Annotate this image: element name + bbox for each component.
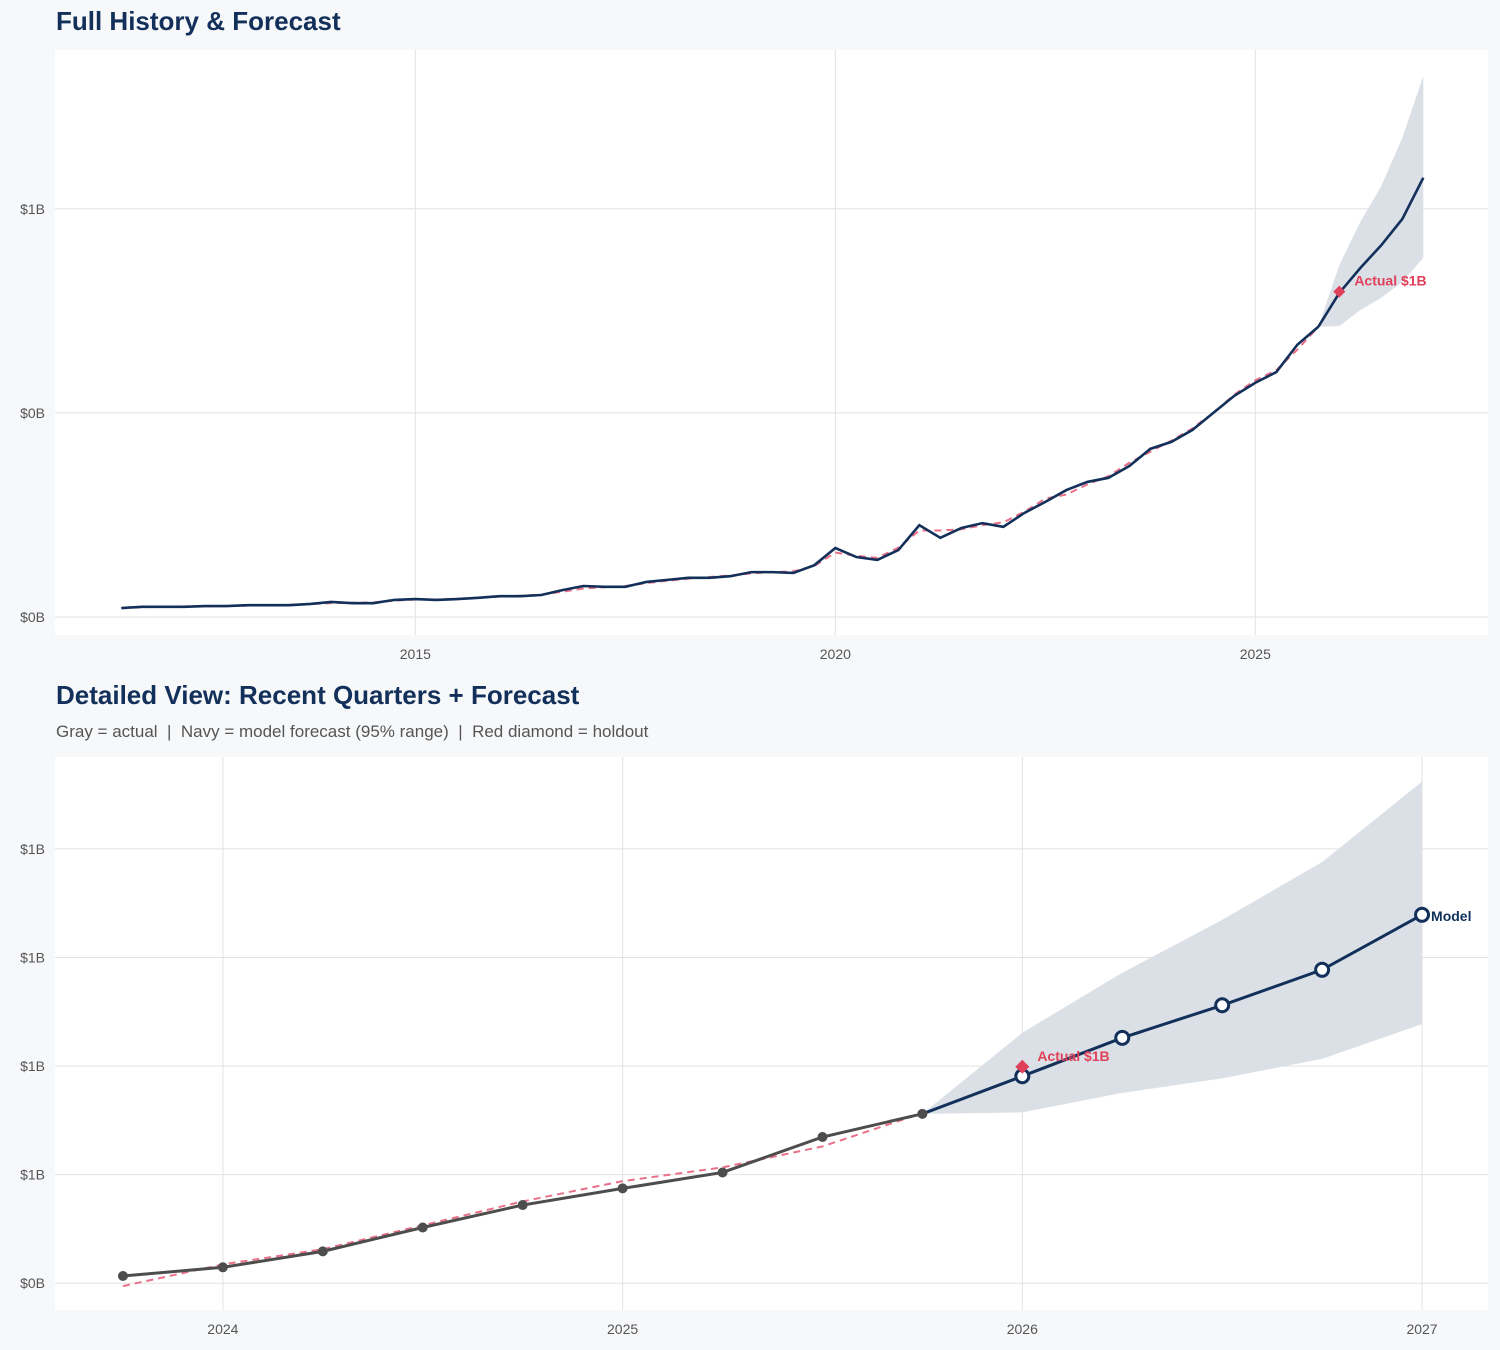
actual-point — [617, 1183, 628, 1194]
bottom-x-tick-label: 2027 — [1406, 1321, 1437, 1337]
bottom-holdout-label: Actual $1B — [1037, 1048, 1109, 1064]
actual-point — [217, 1262, 228, 1273]
top-actual-line — [121, 325, 1320, 610]
bottom-x-tick-label: 2026 — [1007, 1321, 1038, 1337]
actual-point — [917, 1108, 928, 1119]
top-holdout-label: Actual $1B — [1354, 273, 1426, 289]
top-x-tick-label: 2015 — [400, 646, 431, 662]
actual-point — [517, 1200, 528, 1211]
actual-point — [317, 1246, 328, 1257]
model-end-label: Model — [1431, 908, 1471, 924]
bottom-x-tick-label: 2024 — [207, 1321, 238, 1337]
top-fitted-line — [121, 326, 1320, 610]
bottom-y-tick-label: $1B — [20, 841, 45, 857]
top-y-tick-label: $0B — [20, 405, 45, 421]
top-y-tick-label: $0B — [20, 609, 45, 625]
bottom-forecast-interval-band — [922, 781, 1423, 1114]
bottom-y-tick-label: $1B — [20, 1058, 45, 1074]
bottom-chart-subtitle: Gray = actual | Navy = model forecast (9… — [56, 722, 649, 741]
forecast-point — [1414, 906, 1431, 923]
actual-point — [417, 1222, 428, 1233]
top-forecast-interval-band — [1318, 76, 1424, 327]
top-plot-area — [55, 50, 1488, 635]
top-y-tick-label: $1B — [20, 201, 45, 217]
bottom-x-tick-label: 2025 — [607, 1321, 638, 1337]
bottom-y-tick-label: $1B — [20, 949, 45, 965]
bottom-y-tick-label: $1B — [20, 1167, 45, 1183]
top-holdout-diamond — [1333, 285, 1346, 298]
forecast-point — [1114, 1029, 1131, 1046]
top-x-tick-label: 2020 — [820, 646, 851, 662]
bottom-chart: $0B $1B $1B $1B $1B 2024 2025 2026 2027 Model Actu… — [20, 757, 1488, 1337]
actual-point — [717, 1167, 728, 1178]
forecast-point — [1314, 961, 1331, 978]
actual-point — [117, 1270, 128, 1281]
top-chart-title: Full History & Forecast — [56, 6, 341, 36]
top-forecast-line — [1317, 177, 1425, 328]
bottom-forecast-line — [921, 913, 1423, 1116]
top-chart: $0B $0B $1B 2015 2020 2025 Actual $1B — [20, 50, 1488, 662]
bottom-holdout-diamond — [1015, 1059, 1030, 1074]
bottom-chart-title: Detailed View: Recent Quarters + Forecas… — [56, 680, 580, 710]
actual-point — [817, 1132, 828, 1143]
top-x-tick-label: 2025 — [1240, 646, 1271, 662]
forecast-point — [1214, 997, 1231, 1014]
bottom-y-tick-label: $0B — [20, 1275, 45, 1291]
